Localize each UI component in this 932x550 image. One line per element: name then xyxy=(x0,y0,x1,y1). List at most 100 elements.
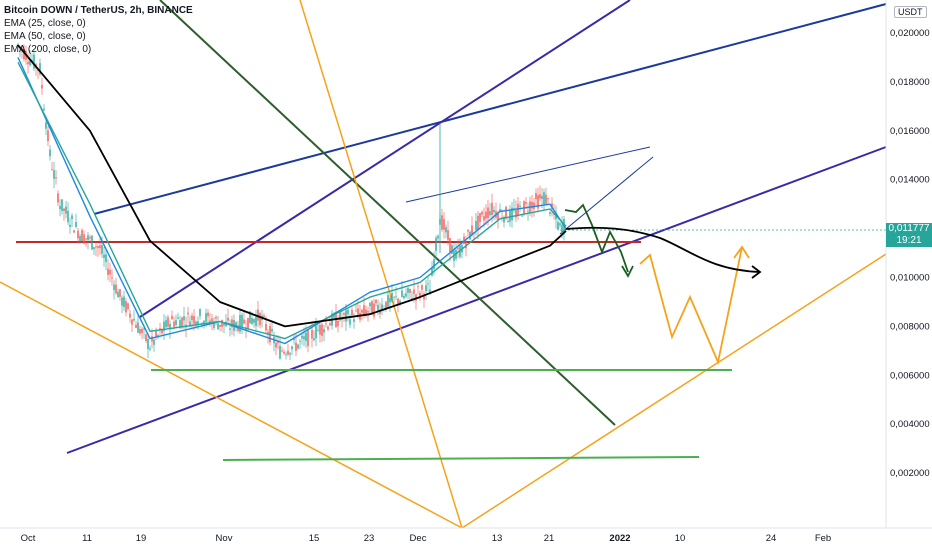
candle-body xyxy=(219,324,221,327)
candle-body xyxy=(375,299,377,304)
candle-body xyxy=(405,293,407,297)
price-tick-label: 0,004000 xyxy=(890,419,930,430)
candle-body xyxy=(151,336,153,342)
candle-body xyxy=(121,297,123,306)
price-tick-label: 0,008000 xyxy=(890,321,930,332)
candle-body xyxy=(323,329,325,333)
candle-body xyxy=(141,328,143,334)
candle-body xyxy=(123,296,125,307)
candle-body xyxy=(33,54,35,69)
last-price-value: 0,011777 xyxy=(888,223,930,234)
candle-body xyxy=(433,259,435,269)
candle-body xyxy=(349,319,351,325)
candle-body xyxy=(477,215,479,231)
candle-body xyxy=(363,305,365,315)
candle-body xyxy=(325,323,327,325)
candle-body xyxy=(299,340,301,342)
candle-body xyxy=(221,319,223,327)
candle-body xyxy=(101,245,103,254)
candle-body xyxy=(535,193,537,200)
candle-body xyxy=(503,216,505,223)
time-tick-label: 19 xyxy=(136,533,147,544)
legend-ema-25: EMA (25, close, 0) xyxy=(4,18,86,29)
legend-ema-50: EMA (50, close, 0) xyxy=(4,31,86,42)
candle-body xyxy=(161,329,163,334)
candle-body xyxy=(63,208,65,212)
candle-body xyxy=(341,318,343,321)
currency-unit-badge[interactable]: USDT xyxy=(894,6,927,18)
candle-body xyxy=(559,223,561,226)
candle-body xyxy=(515,210,517,218)
candle-body xyxy=(313,338,315,341)
ema200-projection-arrowhead xyxy=(751,265,762,279)
candle-body xyxy=(511,207,513,221)
price-tick-label: 0,010000 xyxy=(890,273,930,284)
candle-body xyxy=(305,332,307,341)
candle-body xyxy=(95,246,97,248)
candle-body xyxy=(79,235,81,241)
candle-body xyxy=(127,303,129,309)
candle-body xyxy=(23,49,25,60)
candle-body xyxy=(97,246,99,249)
ema-line-200 xyxy=(17,44,567,328)
candle-body xyxy=(47,130,49,142)
candle-body xyxy=(197,321,199,325)
candle-body xyxy=(227,317,229,321)
candle-body xyxy=(81,229,83,242)
candle-body xyxy=(509,210,511,222)
candle-body xyxy=(131,319,133,325)
time-tick-label: 13 xyxy=(492,533,503,544)
candle-body xyxy=(319,324,321,335)
candle-body xyxy=(195,321,197,326)
candle-body xyxy=(207,312,209,317)
price-tick-label: 0,018000 xyxy=(890,77,930,88)
candle-body xyxy=(157,335,159,336)
candle-body xyxy=(445,227,447,233)
candle-body xyxy=(417,286,419,288)
candle-body xyxy=(75,221,77,227)
candle-body xyxy=(259,313,261,325)
candle-body xyxy=(361,309,363,313)
candle-body xyxy=(199,309,201,317)
candle-body xyxy=(531,201,533,209)
candle-body xyxy=(491,202,493,215)
candle-body xyxy=(235,322,237,328)
candle-body xyxy=(429,289,431,295)
candle-body xyxy=(425,285,427,292)
candle-body xyxy=(175,320,177,325)
candle-body xyxy=(271,328,273,332)
candle-body xyxy=(125,301,127,313)
candle-body xyxy=(533,202,535,209)
candle-body xyxy=(189,321,191,327)
ema200-projection-curve xyxy=(565,226,761,273)
candle-body xyxy=(37,69,39,71)
candle-body xyxy=(107,268,109,275)
candle-body xyxy=(339,311,341,321)
candle-body xyxy=(103,254,105,258)
candle-body xyxy=(475,220,477,231)
candle-body xyxy=(71,215,73,220)
candle-body xyxy=(105,254,107,263)
price-axis-background xyxy=(886,0,932,550)
candle-body xyxy=(415,294,417,301)
candle-body xyxy=(213,321,215,328)
candle-body xyxy=(385,301,387,310)
time-tick-label: 2022 xyxy=(609,533,630,544)
candle-body xyxy=(181,317,183,327)
candle-body xyxy=(163,321,165,331)
candle-body xyxy=(291,346,293,350)
candle-body xyxy=(117,291,119,298)
candle-body xyxy=(165,320,167,328)
candle-body xyxy=(507,220,509,223)
candle-body xyxy=(493,209,495,213)
candle-body xyxy=(285,354,287,356)
candle-body xyxy=(315,325,317,339)
candle-body xyxy=(357,308,359,315)
green-projection-path xyxy=(564,203,629,273)
time-tick-label: Nov xyxy=(216,533,233,544)
drawing-layer xyxy=(0,0,887,529)
candle-body xyxy=(247,317,249,329)
candle-body xyxy=(109,270,111,275)
